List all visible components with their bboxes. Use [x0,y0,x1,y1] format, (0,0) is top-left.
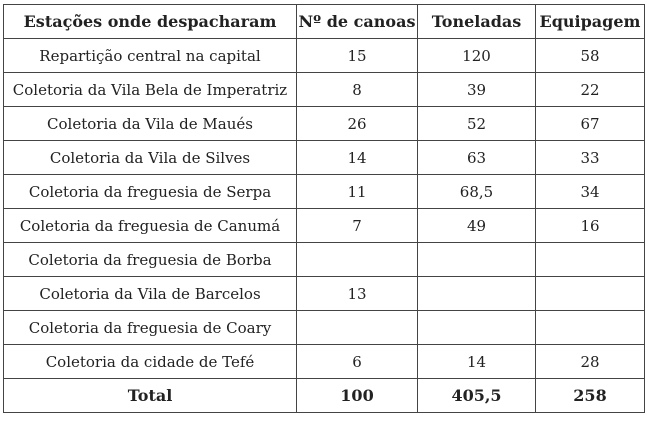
header-crew: Equipagem [535,4,645,39]
total-crew: 258 [535,378,645,413]
header-tons: Toneladas [417,4,536,39]
table-row: Repartição central na capital 15 120 58 [3,38,645,73]
crew-cell [535,310,645,345]
crew-cell: 58 [535,38,645,73]
crew-cell: 28 [535,344,645,379]
station-cell: Coletoria da Vila Bela de Imperatriz [3,72,297,107]
station-cell: Coletoria da Vila de Barcelos [3,276,297,311]
crew-cell: 34 [535,174,645,209]
station-cell: Coletoria da freguesia de Canumá [3,208,297,243]
canoes-cell: 26 [296,106,418,141]
crew-cell [535,242,645,277]
total-tons: 405,5 [417,378,536,413]
canoes-cell: 13 [296,276,418,311]
tons-cell: 14 [417,344,536,379]
canoes-cell: 7 [296,208,418,243]
crew-cell: 16 [535,208,645,243]
crew-cell: 33 [535,140,645,175]
canoes-cell: 6 [296,344,418,379]
station-cell: Coletoria da freguesia de Serpa [3,174,297,209]
table-row: Coletoria da Vila de Silves 14 63 33 [3,140,645,175]
station-cell: Coletoria da freguesia de Borba [3,242,297,277]
canoes-cell [296,310,418,345]
shipping-stations-table: Estações onde despacharam Nº de canoas T… [3,4,645,413]
tons-cell: 63 [417,140,536,175]
total-row: Total 100 405,5 258 [3,378,645,413]
station-cell: Coletoria da freguesia de Coary [3,310,297,345]
table-row: Coletoria da freguesia de Coary [3,310,645,345]
crew-cell: 67 [535,106,645,141]
tons-cell: 120 [417,38,536,73]
tons-cell: 52 [417,106,536,141]
tons-cell [417,276,536,311]
table-row: Coletoria da cidade de Tefé 6 14 28 [3,344,645,379]
table-row: Coletoria da Vila de Maués 26 52 67 [3,106,645,141]
canoes-cell: 14 [296,140,418,175]
crew-cell [535,276,645,311]
table-row: Coletoria da freguesia de Borba [3,242,645,277]
table-row: Coletoria da Vila de Barcelos 13 [3,276,645,311]
tons-cell: 68,5 [417,174,536,209]
table-row: Coletoria da freguesia de Canumá 7 49 16 [3,208,645,243]
canoes-cell [296,242,418,277]
table-row: Coletoria da freguesia de Serpa 11 68,5 34 [3,174,645,209]
header-stations: Estações onde despacharam [3,4,297,39]
station-cell: Repartição central na capital [3,38,297,73]
station-cell: Coletoria da cidade de Tefé [3,344,297,379]
tons-cell [417,310,536,345]
header-canoes: Nº de canoas [296,4,418,39]
station-cell: Coletoria da Vila de Maués [3,106,297,141]
tons-cell [417,242,536,277]
canoes-cell: 11 [296,174,418,209]
tons-cell: 49 [417,208,536,243]
canoes-cell: 15 [296,38,418,73]
total-label: Total [3,378,297,413]
tons-cell: 39 [417,72,536,107]
crew-cell: 22 [535,72,645,107]
header-row: Estações onde despacharam Nº de canoas T… [3,4,645,39]
table-row: Coletoria da Vila Bela de Imperatriz 8 39 2… [3,72,645,107]
station-cell: Coletoria da Vila de Silves [3,140,297,175]
canoes-cell: 8 [296,72,418,107]
total-canoes: 100 [296,378,418,413]
